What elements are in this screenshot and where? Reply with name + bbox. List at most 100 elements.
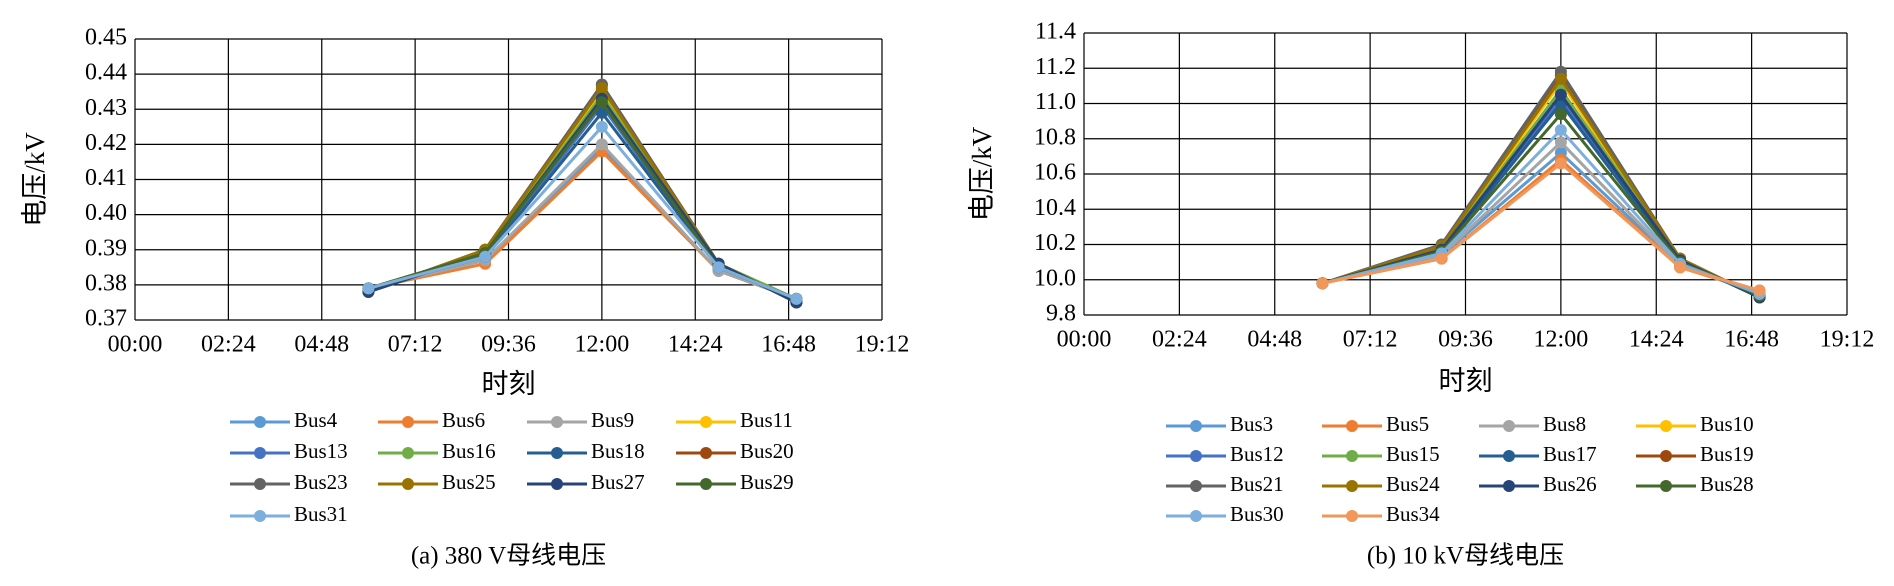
x-tick-label: 09:36 [1438, 327, 1493, 353]
legend-label: Bus4 [294, 408, 338, 432]
y-tick-label: 0.40 [85, 200, 127, 226]
x-axis-label: 时刻 [482, 369, 536, 399]
legend-marker [254, 416, 266, 428]
legend-marker [1346, 480, 1358, 492]
y-tick-label: 10.0 [1034, 265, 1076, 291]
x-tick-label: 07:12 [1343, 327, 1398, 353]
x-tick-label: 14:24 [1629, 327, 1684, 353]
x-tick-label: 12:00 [1534, 327, 1589, 353]
y-tick-label: 0.44 [85, 60, 127, 86]
legend-marker [1660, 450, 1672, 462]
legend-marker [1346, 450, 1358, 462]
x-tick-label: 00:00 [108, 332, 163, 358]
legend-label: Bus10 [1700, 412, 1754, 436]
legend-label: Bus25 [442, 470, 496, 494]
x-tick-label: 12:00 [575, 332, 630, 358]
legend-marker [254, 510, 266, 522]
legend-marker [551, 416, 563, 428]
legend-marker [1503, 450, 1515, 462]
legend-marker [700, 416, 712, 428]
legend-marker [1190, 510, 1202, 522]
x-tick-label: 09:36 [481, 332, 536, 358]
data-point [712, 261, 725, 274]
legend-label: Bus28 [1700, 472, 1754, 496]
y-tick-label: 11.4 [1035, 19, 1076, 45]
data-point [362, 282, 375, 295]
legend-label: Bus11 [740, 408, 793, 432]
legend-label: Bus13 [294, 439, 348, 463]
y-tick-label: 0.38 [85, 270, 127, 296]
legend-label: Bus21 [1230, 472, 1284, 496]
y-tick-label: 0.45 [85, 25, 127, 51]
legend-marker [1190, 480, 1202, 492]
legend-marker [1346, 420, 1358, 432]
caption: (a) 380 V母线电压 [411, 542, 606, 570]
legend-marker [1660, 480, 1672, 492]
legend-label: Bus29 [740, 470, 794, 494]
data-point [595, 96, 608, 109]
x-tick-label: 02:24 [201, 332, 256, 358]
legend-marker [1503, 480, 1515, 492]
legend-label: Bus17 [1543, 442, 1597, 466]
x-tick-label: 19:12 [1820, 327, 1875, 353]
legend-label: Bus16 [442, 439, 496, 463]
legend-marker [700, 478, 712, 490]
data-point [1316, 277, 1329, 290]
data-point [1554, 123, 1567, 136]
x-tick-label: 16:48 [761, 332, 816, 358]
data-point [1674, 261, 1687, 274]
x-tick-label: 02:24 [1152, 327, 1207, 353]
y-tick-label: 10.6 [1034, 160, 1076, 186]
x-tick-label: 00:00 [1057, 327, 1112, 353]
y-axis-label: 电压/kV [967, 126, 997, 221]
y-axis-label: 电压/kV [20, 132, 50, 227]
x-axis-label: 时刻 [1439, 366, 1493, 396]
y-tick-label: 0.39 [85, 235, 127, 261]
data-point [1753, 284, 1766, 297]
y-tick-label: 0.41 [85, 165, 127, 191]
legend-marker [1190, 420, 1202, 432]
legend-marker [1503, 420, 1515, 432]
data-point [1554, 72, 1567, 85]
legend-label: Bus5 [1386, 412, 1429, 436]
y-tick-label: 0.42 [85, 130, 127, 156]
x-tick-label: 07:12 [388, 332, 443, 358]
legend-label: Bus3 [1230, 412, 1273, 436]
legend-marker [1346, 510, 1358, 522]
legend-label: Bus15 [1386, 442, 1440, 466]
y-tick-label: 10.2 [1034, 230, 1076, 256]
legend-label: Bus23 [294, 470, 348, 494]
legend-label: Bus27 [591, 470, 645, 494]
legend-label: Bus8 [1543, 412, 1586, 436]
legend-marker [402, 478, 414, 490]
x-tick-label: 19:12 [855, 332, 910, 358]
series-line [1322, 161, 1760, 292]
y-tick-label: 0.37 [85, 306, 127, 332]
legend-marker [551, 478, 563, 490]
legend-label: Bus6 [442, 408, 485, 432]
data-point [1554, 88, 1567, 101]
data-point [1435, 252, 1448, 265]
data-point [595, 138, 608, 151]
legend-marker [254, 478, 266, 490]
legend-label: Bus9 [591, 408, 634, 432]
data-point [1554, 157, 1567, 170]
y-tick-label: 10.8 [1034, 124, 1076, 150]
data-point [595, 120, 608, 133]
legend-label: Bus20 [740, 439, 794, 463]
data-point [1554, 136, 1567, 149]
x-tick-label: 04:48 [1247, 327, 1302, 353]
caption: (b) 10 kV母线电压 [1367, 542, 1564, 570]
legend-marker [254, 447, 266, 459]
y-tick-label: 0.43 [85, 95, 127, 121]
legend-label: Bus30 [1230, 502, 1284, 526]
x-tick-label: 14:24 [668, 332, 723, 358]
legend-label: Bus34 [1386, 502, 1440, 526]
x-tick-label: 04:48 [294, 332, 349, 358]
legend-marker [1660, 420, 1672, 432]
legend-label: Bus12 [1230, 442, 1284, 466]
legend-marker [700, 447, 712, 459]
y-tick-label: 10.4 [1034, 195, 1076, 221]
